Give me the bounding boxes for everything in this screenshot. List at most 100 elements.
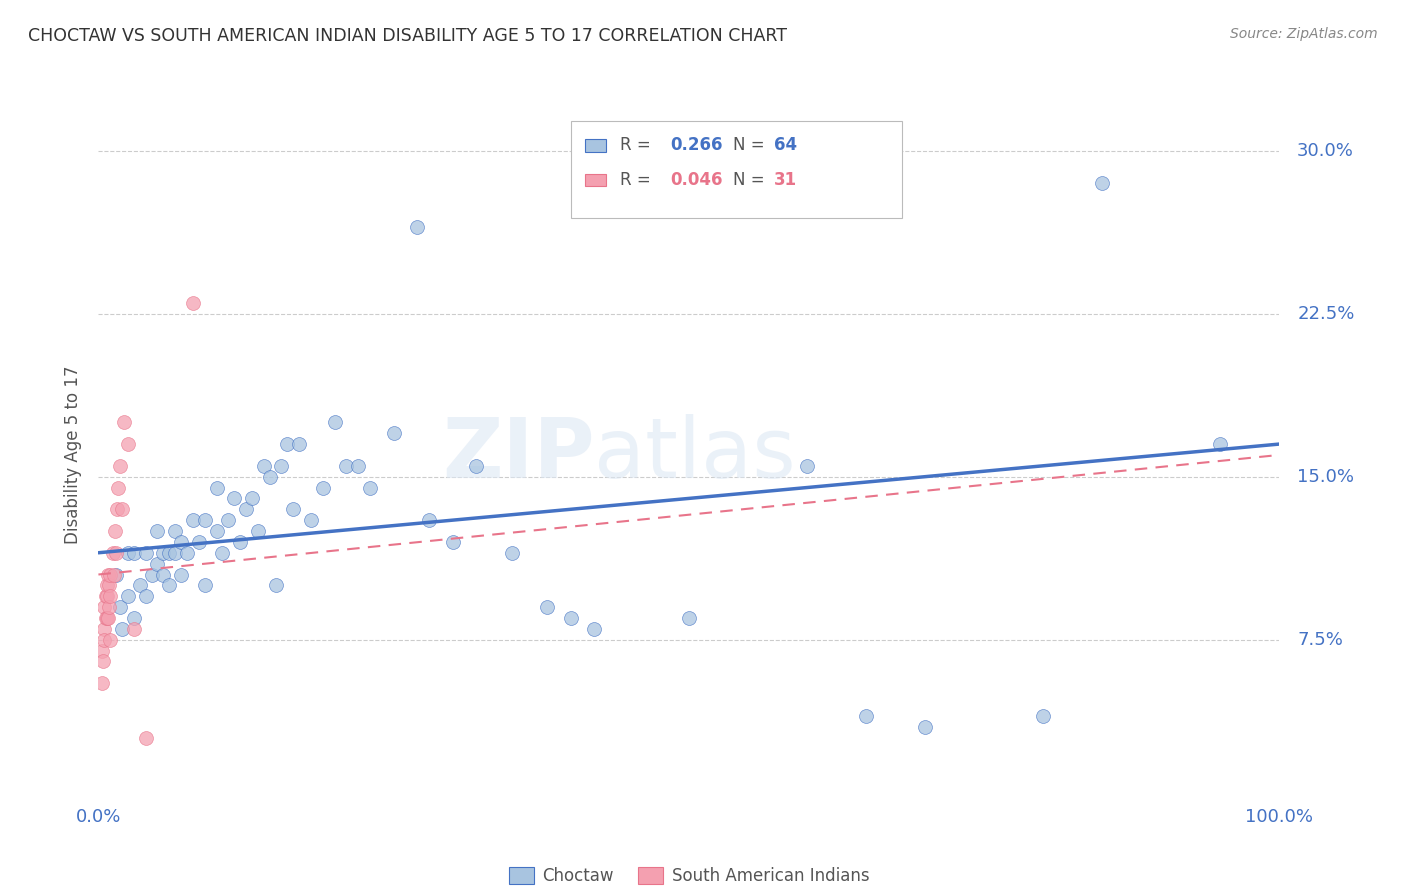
FancyBboxPatch shape (585, 139, 606, 152)
Point (135, 589, 157, 603)
Point (312, 481, 335, 495)
Point (501, 546, 523, 560)
Point (418, 513, 440, 527)
Point (105, 546, 128, 560)
Point (205, 481, 228, 495)
Point (146, 557, 169, 571)
Point (108, 458, 131, 473)
Point (187, 535, 209, 549)
Point (93, 600, 115, 615)
Point (246, 524, 269, 538)
Point (406, 219, 429, 234)
Point (299, 513, 322, 527)
Point (91, 676, 114, 690)
Point (135, 731, 157, 745)
Point (97, 567, 120, 582)
Point (122, 611, 145, 625)
Point (465, 458, 488, 473)
Point (382, 426, 405, 441)
Point (855, 708, 877, 723)
Point (678, 611, 700, 625)
Point (157, 578, 180, 592)
Point (117, 546, 139, 560)
Point (283, 502, 305, 516)
Point (914, 720, 936, 734)
Point (323, 415, 346, 429)
Text: 31: 31 (773, 171, 797, 189)
Point (194, 513, 217, 527)
FancyBboxPatch shape (571, 121, 901, 219)
Point (347, 458, 370, 473)
Point (93, 632, 115, 647)
Point (264, 578, 287, 592)
Point (111, 502, 134, 516)
Point (112, 415, 135, 429)
Point (103, 567, 125, 582)
Text: CHOCTAW VS SOUTH AMERICAN INDIAN DISABILITY AGE 5 TO 17 CORRELATION CHART: CHOCTAW VS SOUTH AMERICAN INDIAN DISABIL… (28, 27, 787, 45)
Point (583, 622, 606, 636)
Point (152, 567, 174, 582)
Point (93, 622, 115, 636)
Text: 22.5%: 22.5% (1298, 304, 1354, 323)
Point (335, 458, 357, 473)
Point (96, 611, 118, 625)
Point (1091, 176, 1114, 190)
Point (165, 546, 187, 560)
Point (98, 567, 121, 582)
Point (217, 513, 239, 527)
Text: 0.266: 0.266 (671, 136, 723, 154)
Point (229, 535, 252, 549)
Point (211, 546, 233, 560)
Point (94, 589, 117, 603)
Point (128, 578, 150, 592)
Point (288, 437, 311, 451)
Point (117, 437, 139, 451)
Point (91, 655, 114, 669)
Text: ZIP: ZIP (441, 415, 595, 495)
Text: R =: R = (620, 171, 657, 189)
Point (176, 546, 198, 560)
Point (224, 491, 246, 506)
Point (141, 567, 163, 582)
Point (122, 546, 145, 560)
Point (98, 578, 121, 592)
Point (276, 437, 298, 451)
Point (104, 524, 127, 538)
Point (560, 611, 582, 625)
Point (117, 589, 139, 603)
Point (1209, 437, 1232, 451)
Point (105, 567, 128, 582)
Point (96, 578, 118, 592)
Point (108, 600, 131, 615)
Point (796, 458, 818, 473)
Point (135, 546, 157, 560)
Legend: Choctaw, South American Indians: Choctaw, South American Indians (502, 860, 876, 891)
Point (146, 524, 169, 538)
Point (152, 546, 174, 560)
Point (98, 632, 121, 647)
Point (101, 546, 124, 560)
Point (107, 481, 129, 495)
Text: N =: N = (733, 171, 769, 189)
Point (122, 622, 145, 636)
Text: N =: N = (733, 136, 769, 154)
Point (157, 546, 180, 560)
Point (181, 513, 204, 527)
FancyBboxPatch shape (585, 174, 606, 186)
Text: Source: ZipAtlas.com: Source: ZipAtlas.com (1230, 27, 1378, 41)
Text: 15.0%: 15.0% (1298, 467, 1354, 485)
Point (111, 622, 134, 636)
Point (97, 611, 120, 625)
Point (359, 481, 381, 495)
Point (253, 458, 276, 473)
Y-axis label: Disability Age 5 to 17: Disability Age 5 to 17 (65, 366, 83, 544)
Point (240, 491, 263, 506)
Text: 30.0%: 30.0% (1298, 142, 1354, 160)
Point (96, 589, 118, 603)
Point (536, 600, 558, 615)
Text: 0.046: 0.046 (671, 171, 723, 189)
Point (1032, 708, 1054, 723)
Point (98, 589, 121, 603)
Point (181, 295, 204, 310)
Point (91, 643, 114, 657)
